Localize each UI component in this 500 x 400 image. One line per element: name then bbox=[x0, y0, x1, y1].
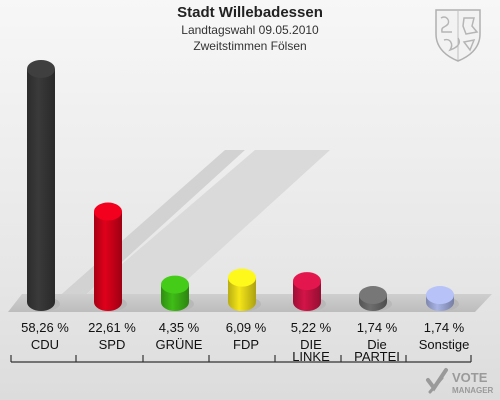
bar-3 bbox=[161, 275, 194, 311]
value-label: 5,22 % bbox=[291, 320, 332, 335]
bar-base bbox=[228, 293, 256, 311]
category-label: LINKE bbox=[292, 349, 330, 364]
bar-5 bbox=[293, 272, 326, 311]
labels-layer: 58,26 % CDU 22,61 % SPD 4,35 % GRÜNE 6,09 % FDP… bbox=[21, 320, 469, 364]
chart-subtitle-2: Zweitstimmen Fölsen bbox=[193, 39, 307, 53]
bar-top bbox=[293, 272, 321, 291]
value-label: 4,35 % bbox=[159, 320, 200, 335]
value-label: 1,74 % bbox=[424, 320, 465, 335]
value-label: 6,09 % bbox=[226, 320, 267, 335]
coat-of-arms-icon bbox=[435, 9, 481, 62]
bar-7 bbox=[426, 286, 459, 311]
category-label: SPD bbox=[99, 337, 126, 352]
checkmark-icon bbox=[426, 368, 448, 394]
bar-base bbox=[94, 293, 122, 311]
category-label: DIE bbox=[300, 337, 322, 352]
bar-top bbox=[359, 286, 387, 305]
category-label: Sonstige bbox=[419, 337, 470, 352]
bar-6 bbox=[359, 286, 392, 311]
bar-top bbox=[94, 202, 122, 221]
bar-base bbox=[161, 293, 189, 311]
bars-layer bbox=[27, 59, 459, 311]
bar-base bbox=[293, 293, 321, 311]
chart-subtitle: Landtagswahl 09.05.2010 bbox=[181, 23, 319, 37]
vote-manager-logo: VOTE MANAGER bbox=[426, 368, 494, 395]
category-label: CDU bbox=[31, 337, 59, 352]
bar-top bbox=[426, 286, 454, 305]
bar-top bbox=[27, 59, 55, 78]
category-label: GRÜNE bbox=[156, 337, 203, 352]
bar-4 bbox=[228, 268, 261, 311]
bar-top bbox=[228, 268, 256, 287]
category-axis bbox=[10, 355, 472, 363]
bar-body bbox=[94, 211, 122, 302]
category-label: FDP bbox=[233, 337, 259, 352]
backdrop-shadow-2 bbox=[80, 150, 330, 300]
bar-top bbox=[161, 275, 189, 294]
value-label: 22,61 % bbox=[88, 320, 136, 335]
category-label: PARTEI bbox=[354, 349, 400, 364]
chart-title: Stadt Willebadessen bbox=[177, 4, 323, 21]
bar-2 bbox=[94, 202, 127, 311]
watermark-line1: VOTE bbox=[452, 370, 488, 385]
value-label: 1,74 % bbox=[357, 320, 398, 335]
bar-1 bbox=[27, 59, 60, 311]
watermark-line2: MANAGER bbox=[452, 386, 494, 395]
category-label: Die bbox=[367, 337, 387, 352]
value-label: 58,26 % bbox=[21, 320, 69, 335]
bar-base bbox=[27, 293, 55, 311]
bar-body bbox=[27, 68, 55, 303]
